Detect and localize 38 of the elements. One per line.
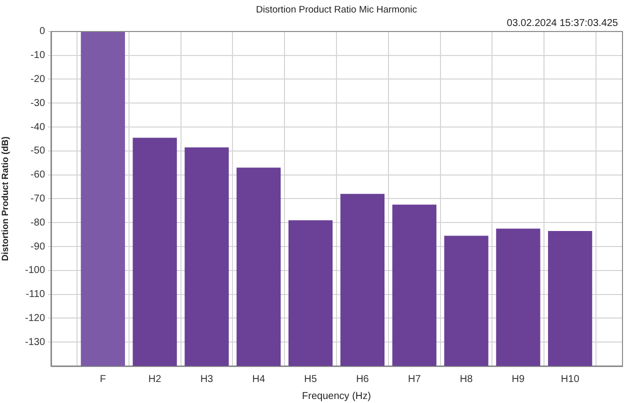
y-tick-label: -30 [30, 98, 46, 109]
y-tick-label: -10 [30, 50, 46, 62]
y-tick-label: -130 [24, 336, 46, 348]
y-tick-label: -60 [30, 170, 46, 181]
y-tick-label: -70 [30, 193, 46, 204]
y-axis-title: Distortion Product Ratio (dB) [0, 136, 10, 261]
text: 03.02.2024 15:37:03.425 [506, 18, 618, 30]
x-tick-label: H3 [200, 374, 214, 385]
y-tick-label: -90 [30, 241, 46, 252]
x-tick-label: F [100, 374, 106, 385]
x-tick-label: H9 [512, 374, 526, 385]
bar [496, 228, 540, 366]
x-axis-title: Frequency (Hz) [302, 390, 371, 402]
bar [548, 230, 592, 366]
y-tick-label: -110 [26, 289, 46, 300]
bar [236, 168, 281, 366]
bar [184, 147, 229, 366]
y-tick-label: -40 [30, 122, 46, 133]
x-tick-label: H7 [408, 374, 422, 385]
bar [80, 32, 125, 366]
y-tick-label: -80 [30, 217, 46, 228]
x-tick-label: H4 [252, 374, 266, 385]
bar [340, 194, 385, 366]
chart-title: Distortion Product Ratio Mic Harmonic [256, 4, 418, 16]
y-tick-label: -20 [30, 74, 46, 85]
x-tick-label: H8 [460, 374, 474, 385]
x-tick-label: H2 [148, 374, 162, 385]
bar [132, 138, 177, 366]
y-tick-label: -50 [30, 146, 46, 157]
bar [288, 220, 333, 366]
x-tick-label: H6 [356, 374, 370, 385]
x-tick-label: H5 [304, 374, 318, 385]
x-tick-label: H10 [560, 374, 580, 385]
bar [444, 236, 488, 366]
y-tick-label: 0 [39, 26, 46, 38]
y-tick-label: -120 [24, 312, 46, 324]
bar [392, 204, 436, 366]
y-tick-label: -100 [24, 265, 46, 276]
